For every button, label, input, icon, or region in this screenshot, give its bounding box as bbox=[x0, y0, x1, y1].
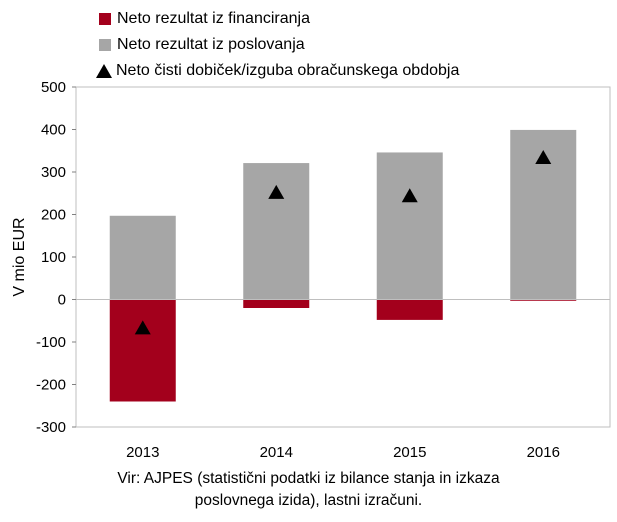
legend-item-net-profit: Neto čisti dobiček/izguba obračunskega o… bbox=[96, 58, 459, 84]
legend-label-net-profit: Neto čisti dobiček/izguba obračunskega o… bbox=[116, 62, 460, 79]
y-axis-title: V mio EUR bbox=[11, 217, 28, 296]
bar-financing-2015 bbox=[376, 299, 443, 320]
bar-operations-2014 bbox=[243, 163, 310, 300]
net-profit-marker-2014 bbox=[268, 184, 285, 199]
legend-label-operations: Neto rezultat iz poslovanja bbox=[117, 36, 305, 53]
legend-item-operations: Neto rezultat iz poslovanja bbox=[96, 32, 459, 58]
y-tick-label: 200 bbox=[41, 207, 66, 224]
y-tick-label: -300 bbox=[36, 419, 66, 436]
x-tick-label: 2013 bbox=[126, 444, 159, 461]
source-line-2: poslovnega izida), lastni izračuni. bbox=[194, 492, 423, 509]
y-tick-label: 100 bbox=[41, 249, 66, 266]
y-tick-label: 0 bbox=[58, 292, 66, 309]
net-profit-marker-2015 bbox=[401, 188, 418, 203]
legend-swatch-operations bbox=[99, 39, 111, 51]
y-tick-label: -100 bbox=[36, 334, 66, 351]
legend-triangle-marker bbox=[96, 64, 112, 78]
bar-financing-2014 bbox=[243, 299, 310, 308]
y-tick-label: -200 bbox=[36, 377, 66, 394]
x-axis-ticks: 2013 2014 2015 2016 bbox=[126, 444, 560, 461]
y-tick-label: 400 bbox=[41, 122, 66, 139]
x-tick-label: 2015 bbox=[393, 444, 426, 461]
markers-group bbox=[134, 149, 552, 335]
source-note: Vir: AJPES (statistični podatki iz bilan… bbox=[0, 468, 617, 512]
bar-operations-2013 bbox=[109, 215, 176, 300]
bars-group bbox=[76, 129, 610, 402]
net-profit-marker-2016 bbox=[535, 149, 552, 164]
source-line-1: Vir: AJPES (statistični podatki iz bilan… bbox=[117, 470, 500, 487]
x-tick-label: 2014 bbox=[260, 444, 293, 461]
legend-swatch-financing bbox=[99, 13, 111, 25]
x-tick-label: 2016 bbox=[527, 444, 560, 461]
legend-label-financing: Neto rezultat iz financiranja bbox=[117, 10, 310, 27]
net-profit-marker-2013 bbox=[134, 320, 151, 335]
y-axis-ticks: -300 -200 -100 0 100 200 300 400 500 bbox=[36, 79, 76, 436]
chart-legend: Neto rezultat iz financiranja Neto rezul… bbox=[96, 6, 459, 84]
y-tick-label: 500 bbox=[41, 79, 66, 96]
y-tick-label: 300 bbox=[41, 164, 66, 181]
bar-financing-2016 bbox=[510, 299, 577, 301]
bar-operations-2015 bbox=[376, 152, 443, 300]
legend-item-financing: Neto rezultat iz financiranja bbox=[96, 6, 459, 32]
bar-financing-2013 bbox=[109, 299, 176, 402]
